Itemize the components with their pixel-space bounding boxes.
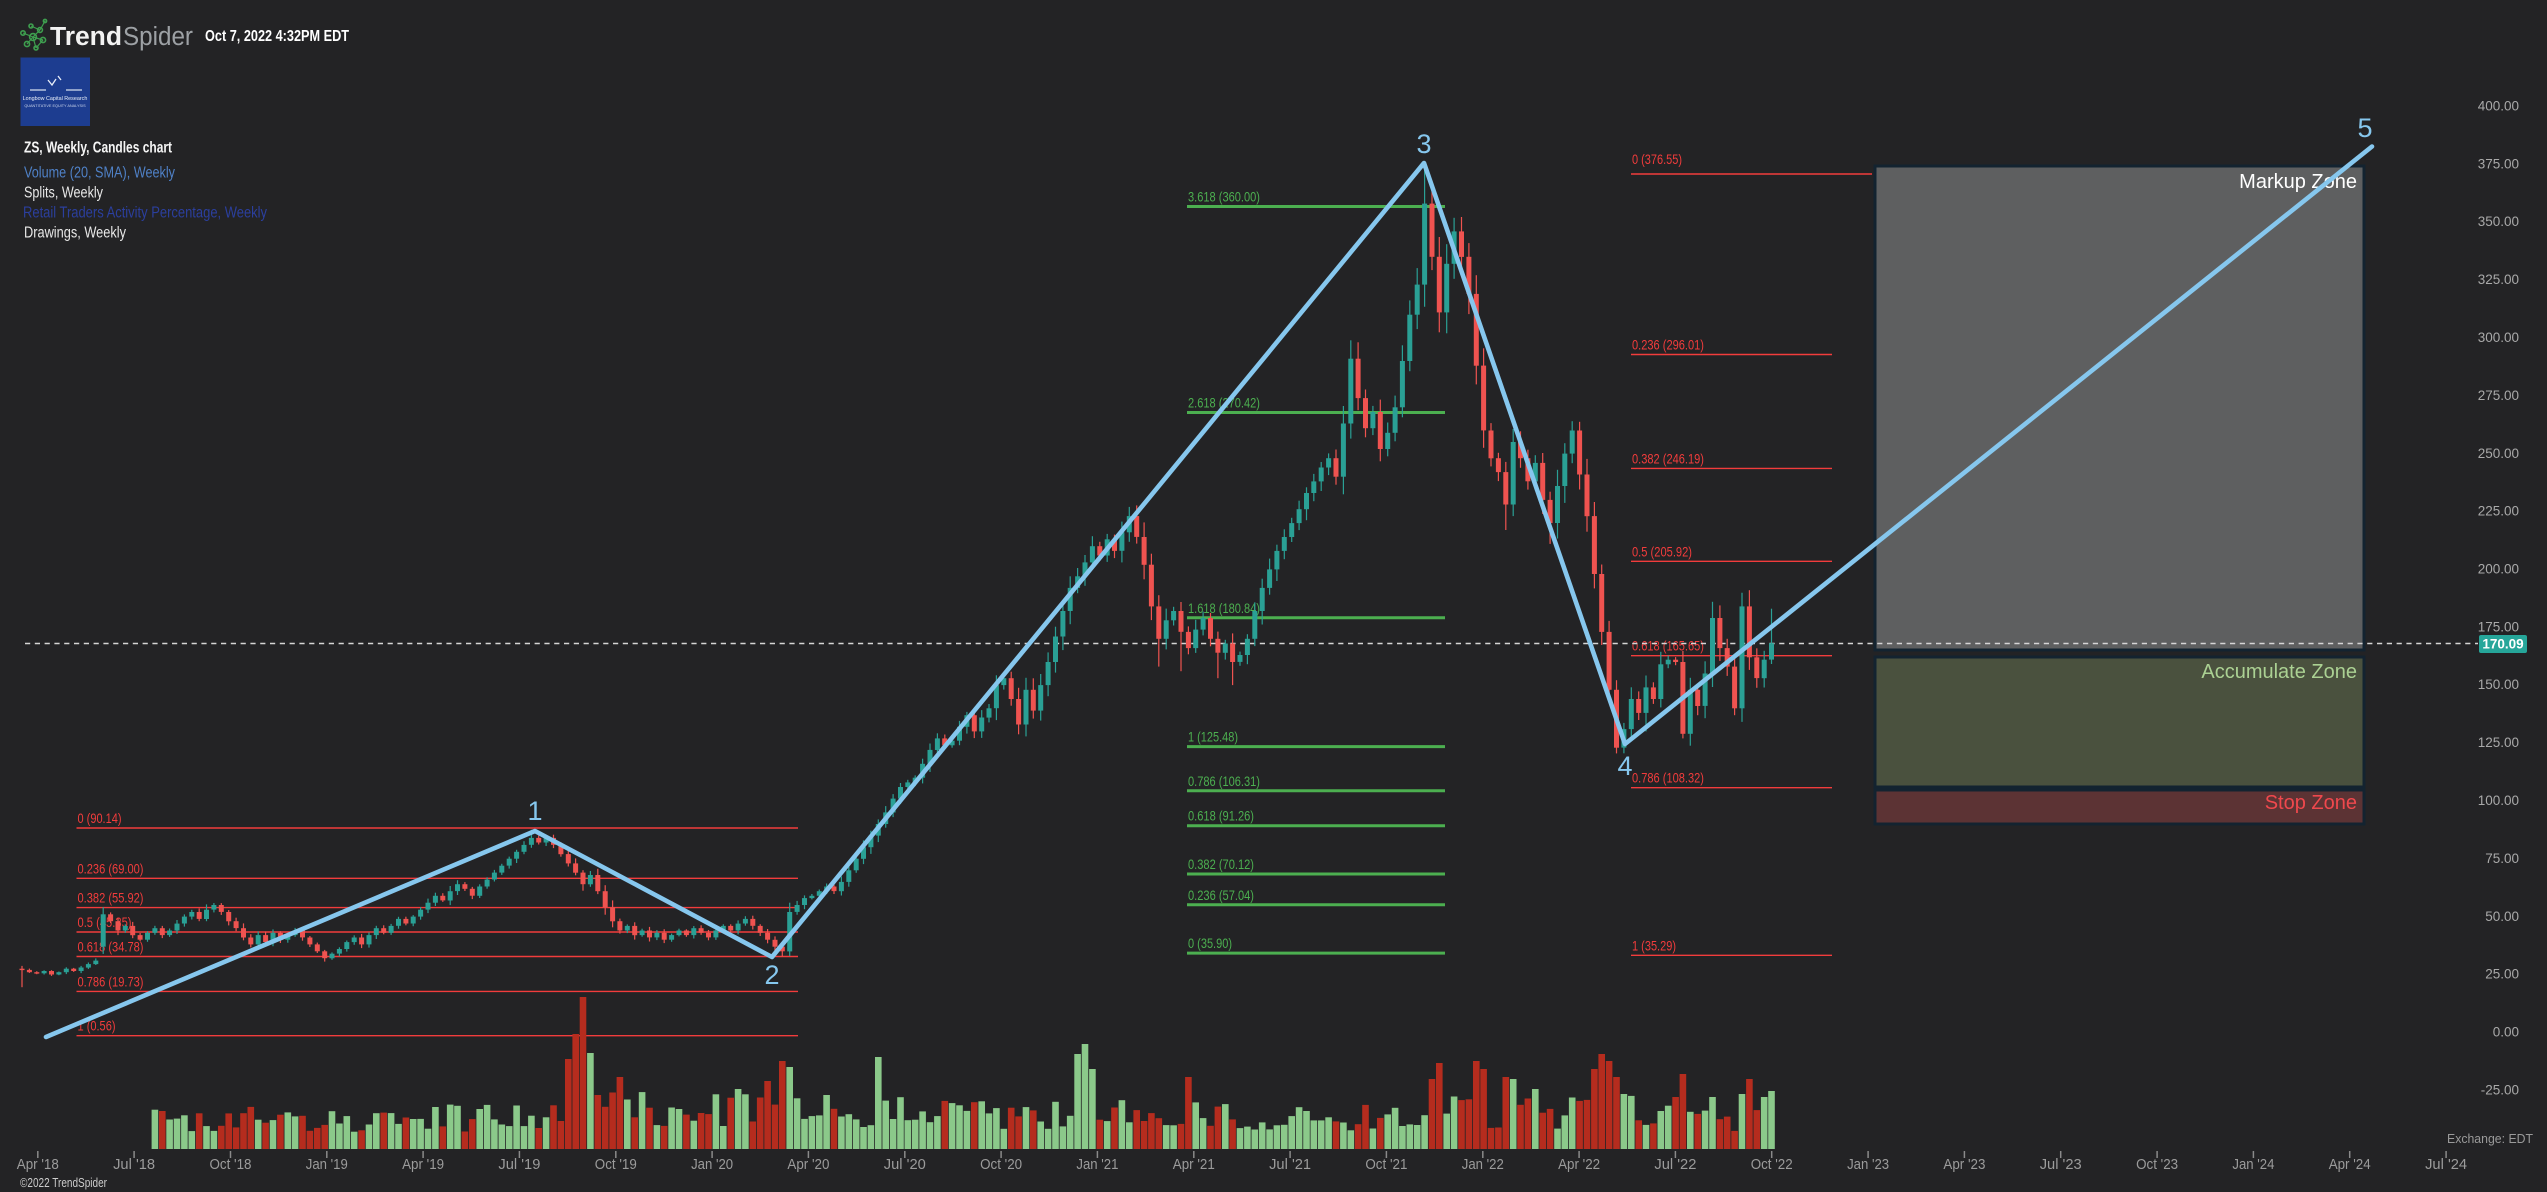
svg-text:Apr '23: Apr '23: [1943, 1157, 1985, 1173]
svg-text:0.786 (108.32): 0.786 (108.32): [1632, 771, 1704, 786]
svg-text:Spider: Spider: [123, 23, 193, 51]
svg-text:1: 1: [527, 796, 542, 826]
svg-text:0.382 (55.92): 0.382 (55.92): [78, 891, 144, 906]
svg-text:1.618 (180.84): 1.618 (180.84): [1188, 601, 1260, 616]
svg-text:Jul '21: Jul '21: [1269, 1157, 1311, 1173]
svg-text:Longbow Capital Research: Longbow Capital Research: [23, 96, 88, 102]
svg-text:QUANTITATIVE EQUITY ANALYSIS: QUANTITATIVE EQUITY ANALYSIS: [24, 104, 86, 108]
svg-text:200.00: 200.00: [2478, 562, 2519, 577]
svg-text:Jul '18: Jul '18: [113, 1157, 155, 1173]
svg-text:0.618 (165.65): 0.618 (165.65): [1632, 639, 1704, 654]
svg-text:0.618 (34.78): 0.618 (34.78): [78, 940, 144, 955]
svg-text:0 (35.90): 0 (35.90): [1188, 936, 1232, 951]
svg-text:Jan '24: Jan '24: [2232, 1157, 2274, 1173]
svg-text:0.786 (106.31): 0.786 (106.31): [1188, 774, 1260, 789]
svg-text:Jan '22: Jan '22: [1462, 1157, 1504, 1173]
svg-text:Splits, Weekly: Splits, Weekly: [24, 185, 103, 202]
svg-text:Oct '22: Oct '22: [1751, 1157, 1793, 1173]
svg-text:Apr '20: Apr '20: [787, 1157, 829, 1173]
svg-text:Drawings, Weekly: Drawings, Weekly: [24, 225, 126, 242]
svg-text:0.382 (246.19): 0.382 (246.19): [1632, 451, 1704, 466]
svg-text:1 (35.29): 1 (35.29): [1632, 938, 1676, 953]
svg-text:170.09: 170.09: [2482, 637, 2523, 652]
svg-text:Jul '19: Jul '19: [498, 1157, 540, 1173]
svg-text:350.00: 350.00: [2478, 214, 2519, 229]
svg-text:Oct '21: Oct '21: [1365, 1157, 1407, 1173]
svg-text:0.236 (57.04): 0.236 (57.04): [1188, 888, 1254, 903]
svg-text:0.00: 0.00: [2493, 1025, 2519, 1040]
svg-text:1 (0.56): 1 (0.56): [78, 1019, 116, 1034]
svg-text:275.00: 275.00: [2478, 388, 2519, 403]
svg-text:1 (125.48): 1 (125.48): [1188, 730, 1238, 745]
svg-text:225.00: 225.00: [2478, 504, 2519, 519]
svg-text:375.00: 375.00: [2478, 156, 2519, 171]
svg-text:Oct 7, 2022 4:32PM EDT: Oct 7, 2022 4:32PM EDT: [205, 28, 349, 45]
svg-text:150.00: 150.00: [2478, 677, 2519, 692]
svg-text:Apr '22: Apr '22: [1558, 1157, 1600, 1173]
svg-text:400.00: 400.00: [2478, 99, 2519, 114]
svg-text:Volume (20, SMA), Weekly: Volume (20, SMA), Weekly: [24, 165, 175, 182]
svg-text:©2022 TrendSpider: ©2022 TrendSpider: [20, 1175, 108, 1190]
svg-text:2: 2: [764, 960, 779, 990]
svg-text:75.00: 75.00: [2485, 851, 2519, 866]
svg-text:0.382 (70.12): 0.382 (70.12): [1188, 857, 1254, 872]
svg-text:0 (90.14): 0 (90.14): [78, 811, 122, 826]
svg-text:Oct '23: Oct '23: [2136, 1157, 2178, 1173]
svg-text:Jan '21: Jan '21: [1076, 1157, 1118, 1173]
svg-text:Jul '24: Jul '24: [2425, 1157, 2467, 1173]
svg-text:Markup Zone: Markup Zone: [2239, 171, 2357, 193]
svg-text:Jan '19: Jan '19: [306, 1157, 348, 1173]
svg-text:Jul '22: Jul '22: [1654, 1157, 1696, 1173]
svg-text:Exchange: EDT: Exchange: EDT: [2447, 1131, 2533, 1146]
svg-text:Apr '21: Apr '21: [1173, 1157, 1215, 1173]
svg-text:3: 3: [1416, 129, 1431, 159]
svg-text:Jan '20: Jan '20: [691, 1157, 733, 1173]
svg-text:ZS, Weekly, Candles chart: ZS, Weekly, Candles chart: [24, 140, 173, 157]
svg-text:250.00: 250.00: [2478, 446, 2519, 461]
svg-text:300.00: 300.00: [2478, 330, 2519, 345]
svg-text:5: 5: [2357, 113, 2372, 143]
svg-text:50.00: 50.00: [2485, 909, 2519, 924]
svg-text:Retail Traders Activity Percen: Retail Traders Activity Percentage, Week…: [23, 205, 267, 222]
svg-text:4: 4: [1617, 751, 1632, 781]
svg-text:125.00: 125.00: [2478, 735, 2519, 750]
svg-text:Trend: Trend: [50, 23, 122, 51]
svg-text:0.786 (19.73): 0.786 (19.73): [78, 974, 144, 989]
svg-text:100.00: 100.00: [2478, 793, 2519, 808]
svg-text:0.236 (296.01): 0.236 (296.01): [1632, 338, 1704, 353]
svg-text:Oct '18: Oct '18: [210, 1157, 252, 1173]
svg-text:325.00: 325.00: [2478, 272, 2519, 287]
svg-text:Stop Zone: Stop Zone: [2265, 792, 2357, 814]
svg-text:175.00: 175.00: [2478, 619, 2519, 634]
svg-text:Jan '23: Jan '23: [1847, 1157, 1889, 1173]
svg-text:0 (376.55): 0 (376.55): [1632, 152, 1682, 167]
svg-text:Oct '20: Oct '20: [980, 1157, 1022, 1173]
svg-text:Apr '24: Apr '24: [2329, 1157, 2371, 1173]
svg-text:Jul '20: Jul '20: [884, 1157, 926, 1173]
svg-text:-25.00: -25.00: [2481, 1082, 2519, 1097]
svg-text:Jul '23: Jul '23: [2040, 1157, 2082, 1173]
svg-text:0.5 (205.92): 0.5 (205.92): [1632, 544, 1692, 559]
svg-text:Apr '18: Apr '18: [17, 1157, 59, 1173]
svg-text:3.618 (360.00): 3.618 (360.00): [1188, 190, 1260, 205]
svg-text:0.618 (91.26): 0.618 (91.26): [1188, 809, 1254, 824]
svg-text:25.00: 25.00: [2485, 967, 2519, 982]
svg-text:Accumulate Zone: Accumulate Zone: [2201, 661, 2357, 683]
svg-text:Apr '19: Apr '19: [402, 1157, 444, 1173]
svg-text:0.236 (69.00): 0.236 (69.00): [78, 861, 144, 876]
svg-text:Oct '19: Oct '19: [595, 1157, 637, 1173]
